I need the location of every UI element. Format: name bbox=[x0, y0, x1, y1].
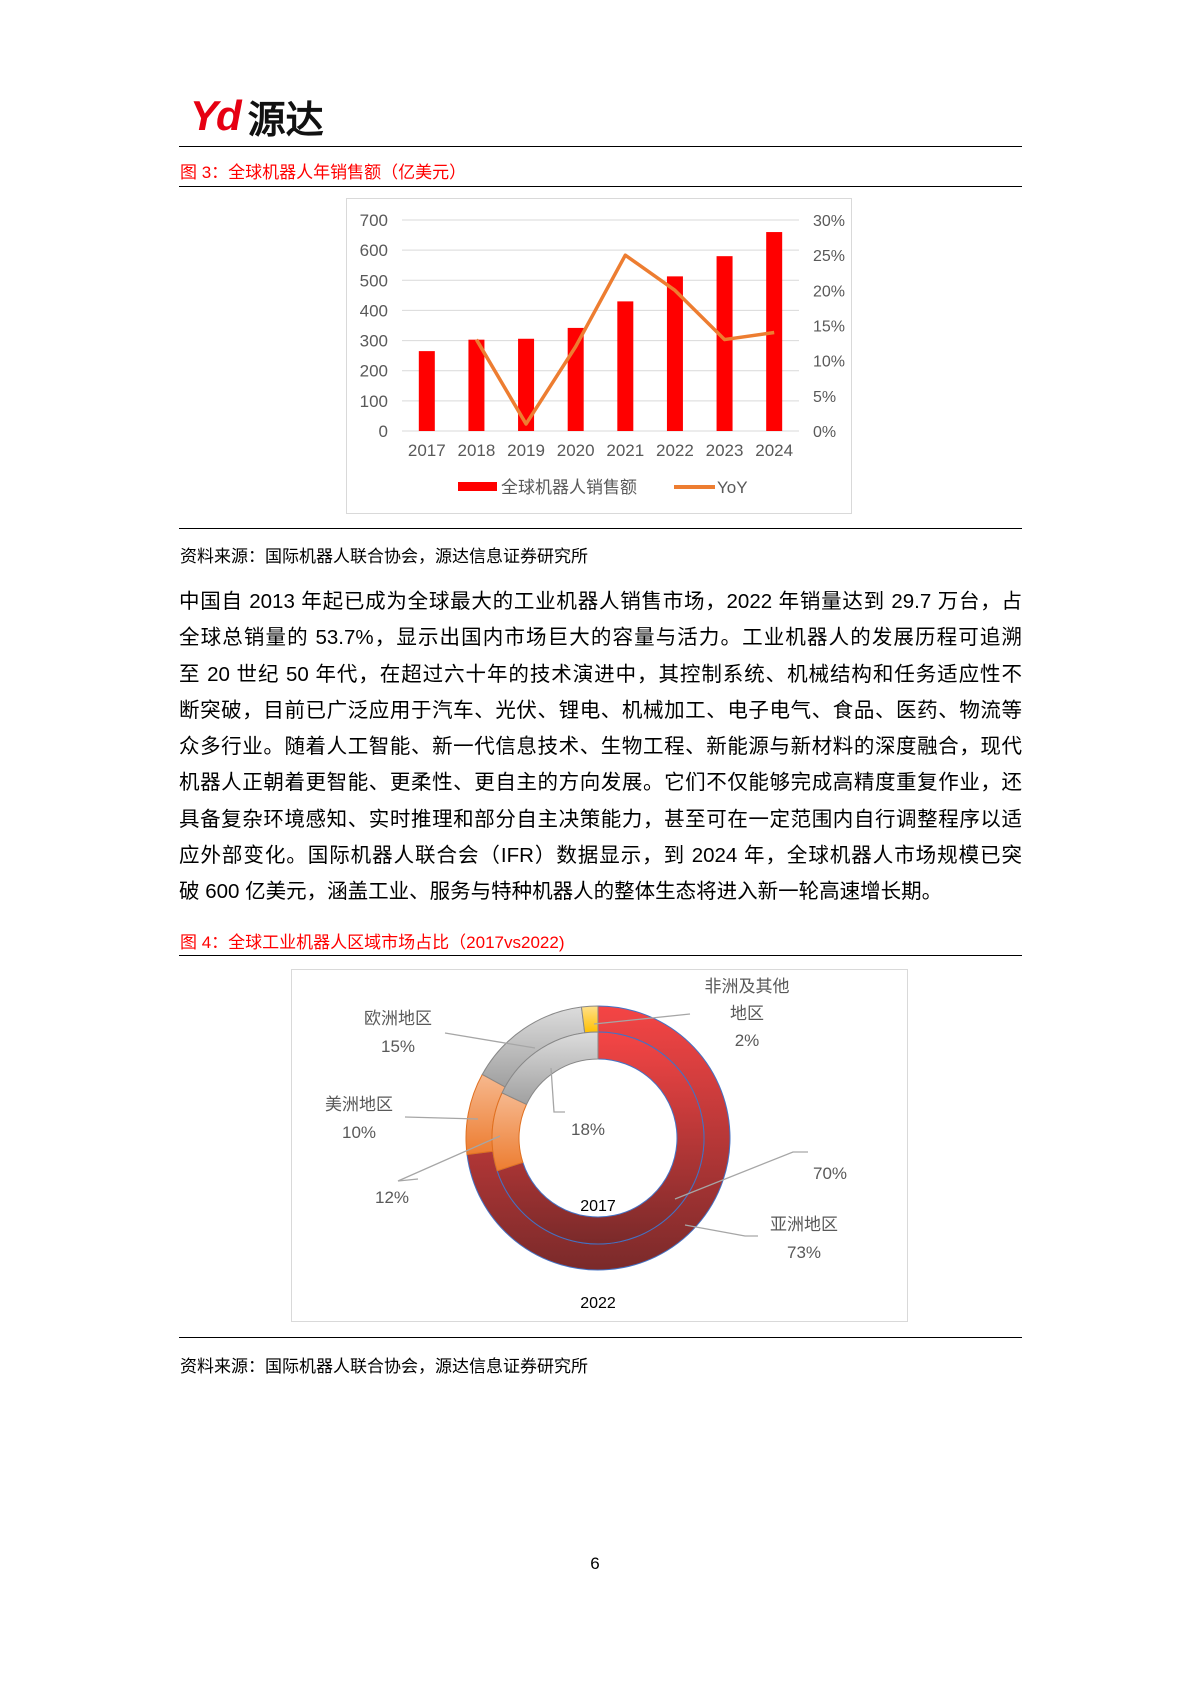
paragraph-line: 具备复杂环境感知、实时推理和部分自主决策能力，甚至可在一定范围内自行调整程序以适 bbox=[179, 807, 1022, 831]
value-asia-2022: 73% bbox=[787, 1243, 821, 1262]
y-left-tick-label: 200 bbox=[360, 362, 388, 381]
leader-line bbox=[684, 1224, 758, 1237]
y-right-tick-label: 5% bbox=[813, 389, 836, 406]
y-right-tick-label: 20% bbox=[813, 283, 845, 300]
leader-line bbox=[397, 1135, 501, 1182]
y-left-tick-label: 500 bbox=[360, 271, 388, 290]
paragraph-line: 应外部变化。国际机器人联合会（IFR）数据显示，到 2024 年，全球机器人市场… bbox=[179, 844, 1022, 868]
leader-line bbox=[593, 1013, 691, 1025]
x-tick-label: 2017 bbox=[408, 441, 446, 460]
legend-swatch-sales bbox=[458, 482, 497, 491]
y-left-tick-label: 300 bbox=[360, 332, 388, 351]
value-europe-2017: 18% bbox=[571, 1120, 605, 1139]
leader-line bbox=[674, 1151, 808, 1200]
leader-line bbox=[404, 1116, 479, 1120]
paragraph-line: 破 600 亿美元，涵盖工业、服务与特种机器人的整体生态将进入新一轮高速增长期。 bbox=[179, 880, 943, 904]
legend-label-sales: 全球机器人销售额 bbox=[501, 478, 637, 497]
y-left-tick-label: 100 bbox=[360, 392, 388, 411]
bar-line-chart: 0 100 200 300 400 500 600 700 0% 5% 10% 15% 20% 25% 30… bbox=[360, 211, 845, 497]
y-left-tick-label: 700 bbox=[360, 211, 388, 230]
x-tick-label: 2023 bbox=[706, 441, 744, 460]
donut-slice-2017-70 bbox=[496, 1031, 705, 1245]
bar-2022 bbox=[666, 276, 683, 431]
logo: Yd 源达 bbox=[190, 92, 324, 142]
y-left-tick-label: 600 bbox=[360, 241, 388, 260]
bar-2024 bbox=[766, 232, 783, 431]
label-asia: 亚洲地区 bbox=[770, 1215, 838, 1234]
x-tick-label: 2019 bbox=[507, 441, 545, 460]
paragraph-line: 断突破，目前已广泛应用于汽车、光伏、锂电、机械加工、电子电气、食品、医药、物流等 bbox=[179, 698, 1022, 722]
body-paragraph: 中国自 2013 年起已成为全球最大的工业机器人销售市场，2022 年销量达到 … bbox=[179, 584, 1022, 911]
figure4-title: 图 4：全球工业机器人区域市场占比（2017vs2022) bbox=[180, 933, 565, 952]
label-africa: 非洲及其他 bbox=[705, 977, 790, 996]
donut-slice-2017-18 bbox=[501, 1031, 599, 1106]
page-number: 6 bbox=[590, 1554, 600, 1573]
y-right-tick-label: 0% bbox=[813, 424, 836, 441]
bar-line-chart-frame bbox=[346, 198, 852, 514]
divider bbox=[179, 1337, 1022, 1338]
figure4-source: 资料来源：国际机器人联合协会，源达信息证券研究所 bbox=[180, 1357, 588, 1376]
ring-label-2022: 2022 bbox=[580, 1295, 616, 1312]
leader-line bbox=[550, 1067, 565, 1113]
legend-label-yoy: YoY bbox=[717, 478, 748, 497]
header-divider bbox=[179, 146, 1022, 147]
paragraph-line: 至 20 世纪 50 年代，在超过六十年的技术演进中，其控制系统、机械结构和任务… bbox=[179, 662, 1022, 686]
value-africa-2022: 2% bbox=[735, 1031, 760, 1050]
figure3-source: 资料来源：国际机器人联合协会，源达信息证券研究所 bbox=[180, 547, 588, 566]
x-tick-label: 2024 bbox=[755, 441, 793, 460]
value-americas-2017: 12% bbox=[375, 1188, 409, 1207]
bar-2023 bbox=[716, 256, 733, 431]
divider bbox=[179, 528, 1022, 529]
paragraph-line: 全球总销量的 53.7%，显示出国内市场巨大的容量与活力。工业机器人的发展历程可… bbox=[179, 626, 1022, 650]
x-tick-label: 2018 bbox=[458, 441, 496, 460]
bar-2018 bbox=[468, 339, 485, 431]
bar-2019 bbox=[518, 338, 535, 431]
donut-slice-2022-2 bbox=[580, 1005, 599, 1034]
y-right-tick-label: 15% bbox=[813, 319, 845, 336]
value-europe-2022: 15% bbox=[381, 1037, 415, 1056]
y-right-tick-label: 30% bbox=[813, 213, 845, 230]
y-right-tick-label: 10% bbox=[813, 354, 845, 371]
x-tick-label: 2020 bbox=[557, 441, 595, 460]
paragraph-line: 众多行业。随着人工智能、新一代信息技术、生物工程、新能源与新材料的深度融合，现代 bbox=[179, 735, 1022, 759]
y-left-tick-label: 0 bbox=[379, 422, 388, 441]
ring-label-2017: 2017 bbox=[580, 1198, 616, 1215]
logo-text: 源达 bbox=[247, 99, 324, 142]
figure3-title: 图 3：全球机器人年销售额（亿美元） bbox=[180, 163, 467, 182]
label-americas: 美洲地区 bbox=[325, 1095, 393, 1114]
x-tick-label: 2022 bbox=[656, 441, 694, 460]
y-right-tick-label: 25% bbox=[813, 248, 845, 265]
value-asia-2017: 70% bbox=[813, 1164, 847, 1183]
bar-2017 bbox=[418, 351, 435, 431]
value-americas-2022: 10% bbox=[342, 1123, 376, 1142]
leader-line bbox=[444, 1032, 536, 1049]
divider bbox=[179, 955, 1022, 956]
label-europe: 欧洲地区 bbox=[364, 1009, 432, 1028]
donut-slice-2017-12 bbox=[491, 1092, 528, 1172]
y-left-tick-label: 400 bbox=[360, 301, 388, 320]
donut-chart-frame bbox=[291, 969, 908, 1322]
paragraph-line: 中国自 2013 年起已成为全球最大的工业机器人销售市场，2022 年销量达到 … bbox=[179, 590, 1022, 613]
paragraph-line: 机器人正朝着更智能、更柔性、更自主的方向发展。它们不仅能够完成高精度重复作业，还 bbox=[179, 771, 1022, 795]
x-tick-label: 2021 bbox=[606, 441, 644, 460]
logo-mark: Yd bbox=[190, 92, 242, 139]
divider bbox=[179, 186, 1022, 187]
bar-2021 bbox=[617, 301, 634, 431]
label-africa-line2: 地区 bbox=[730, 1004, 764, 1023]
